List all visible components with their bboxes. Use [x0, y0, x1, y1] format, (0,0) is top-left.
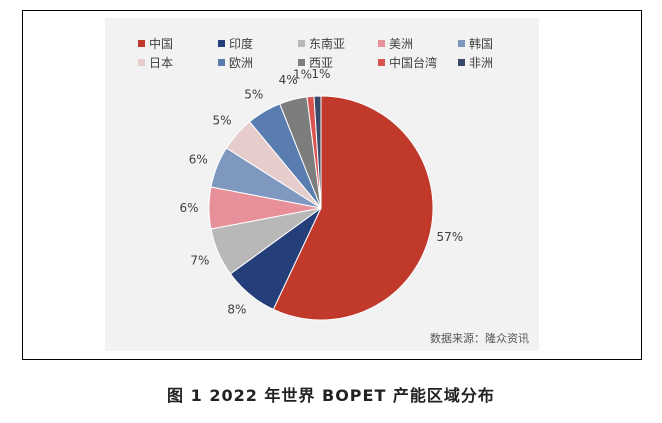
pie-slice	[313, 95, 322, 209]
slice-data-label: 8%	[227, 303, 246, 317]
legend-swatch	[458, 40, 465, 47]
legend-label: 日本	[149, 56, 174, 70]
figure-caption: 图 1 2022 年世界 BOPET 产能区域分布	[167, 386, 495, 405]
legend-swatch	[218, 40, 225, 47]
pie-slice	[272, 95, 434, 321]
legend-item: 中国	[138, 35, 218, 52]
legend-label: 美洲	[389, 37, 414, 51]
legend-label: 非洲	[469, 56, 494, 70]
slice-data-label: 6%	[189, 152, 208, 166]
slice-data-label: 1%	[293, 68, 312, 82]
legend-item: 韩国	[458, 35, 538, 52]
legend-swatch	[298, 40, 305, 47]
legend-swatch	[378, 40, 385, 47]
legend-item: 印度	[218, 35, 298, 52]
legend-item: 日本	[138, 54, 218, 71]
legend-label: 中国台湾	[389, 56, 438, 70]
legend-label: 东南亚	[309, 37, 346, 51]
legend-item: 非洲	[458, 54, 538, 71]
slice-data-label: 4%	[279, 73, 298, 87]
legend-row-1: 中国 印度 东南亚 美洲 韩国	[138, 34, 538, 53]
slice-data-label: 57%	[436, 230, 463, 244]
legend-label: 印度	[229, 37, 254, 51]
legend-item: 中国台湾	[378, 54, 458, 71]
legend-item: 欧洲	[218, 54, 298, 71]
legend-item: 西亚	[298, 54, 378, 71]
legend: 中国 印度 东南亚 美洲 韩国 日本 欧洲 西亚 中国台湾 非洲	[138, 34, 538, 72]
legend-label: 欧洲	[229, 56, 254, 70]
legend-swatch	[378, 59, 385, 66]
slice-data-label: 6%	[179, 201, 198, 215]
legend-swatch	[298, 59, 305, 66]
legend-item: 东南亚	[298, 35, 378, 52]
legend-swatch	[138, 59, 145, 66]
legend-label: 西亚	[309, 56, 334, 70]
legend-swatch	[458, 59, 465, 66]
slice-data-label: 1%	[311, 67, 330, 81]
slice-data-label: 5%	[212, 114, 231, 128]
legend-swatch	[138, 40, 145, 47]
legend-label: 中国	[149, 37, 174, 51]
source-note: 数据来源：隆众资讯	[430, 332, 529, 345]
slice-data-label: 7%	[190, 253, 209, 267]
legend-label: 韩国	[469, 37, 494, 51]
legend-item: 美洲	[378, 35, 458, 52]
slice-data-label: 5%	[244, 87, 263, 101]
legend-swatch	[218, 59, 225, 66]
legend-row-2: 日本 欧洲 西亚 中国台湾 非洲	[138, 53, 538, 72]
